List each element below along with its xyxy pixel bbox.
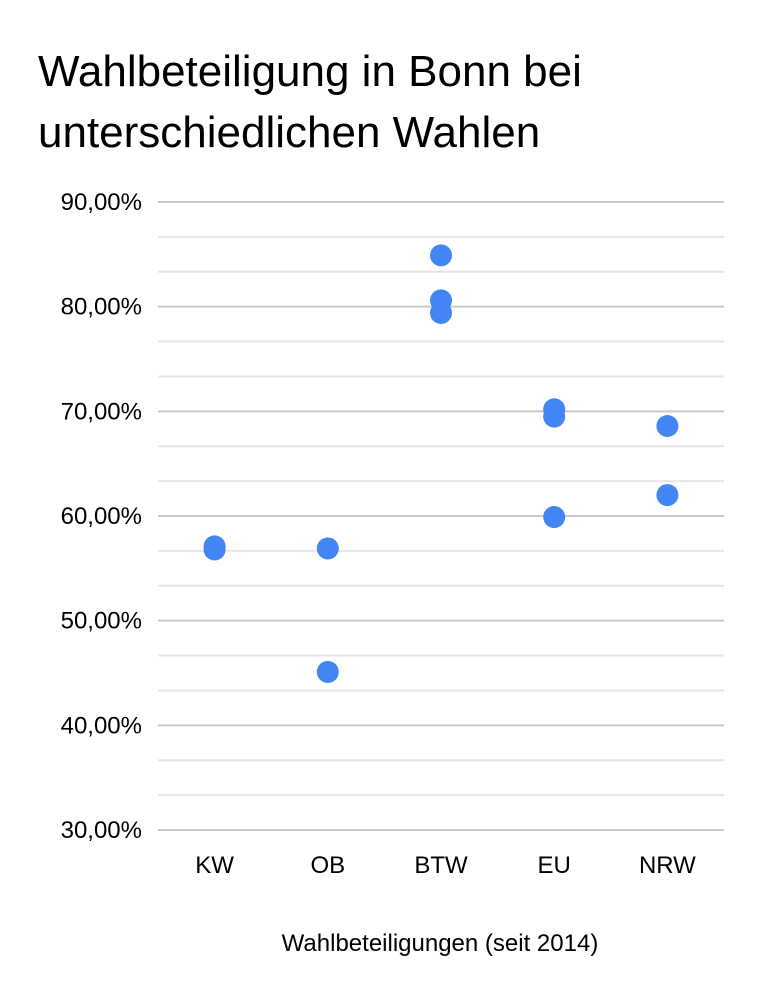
data-point-nrw [656, 414, 679, 437]
data-point-nrw [656, 484, 679, 507]
x-axis-tick-labels: KW OB BTW EU NRW [195, 852, 696, 879]
chart-title-line-1: Wahlbeteiligung in Bonn bei [38, 47, 582, 96]
y-tick-label: 30,00% [61, 817, 142, 844]
x-tick-label-eu: EU [538, 852, 571, 879]
x-tick-label-kw: KW [195, 852, 234, 879]
data-point-kw [203, 538, 226, 561]
y-tick-label: 90,00% [61, 189, 142, 216]
y-tick-label: 50,00% [61, 608, 142, 635]
x-tick-label-ob: OB [310, 852, 345, 879]
data-point-btw [430, 244, 452, 267]
y-tick-label: 40,00% [61, 712, 142, 739]
y-axis-tick-labels: 30,00% 40,00% 50,00% 60,00% 70,00% 80,00% 90,0… [61, 189, 142, 844]
x-tick-label-nrw: NRW [639, 852, 696, 879]
y-tick-label: 80,00% [61, 294, 142, 321]
data-point-ob [316, 537, 339, 560]
y-tick-label: 70,00% [61, 398, 142, 425]
data-point-ob [316, 660, 339, 683]
x-tick-label-btw: BTW [414, 852, 468, 879]
y-tick-label: 60,00% [61, 503, 142, 530]
data-point-btw [430, 301, 452, 324]
data-point-eu [543, 405, 566, 428]
data-points [203, 244, 679, 683]
x-axis-label: Wahlbeteiligungen (seit 2014) [282, 930, 599, 957]
chart-title-line-2: unterschiedlichen Wahlen [38, 108, 540, 157]
data-point-eu [543, 506, 566, 529]
